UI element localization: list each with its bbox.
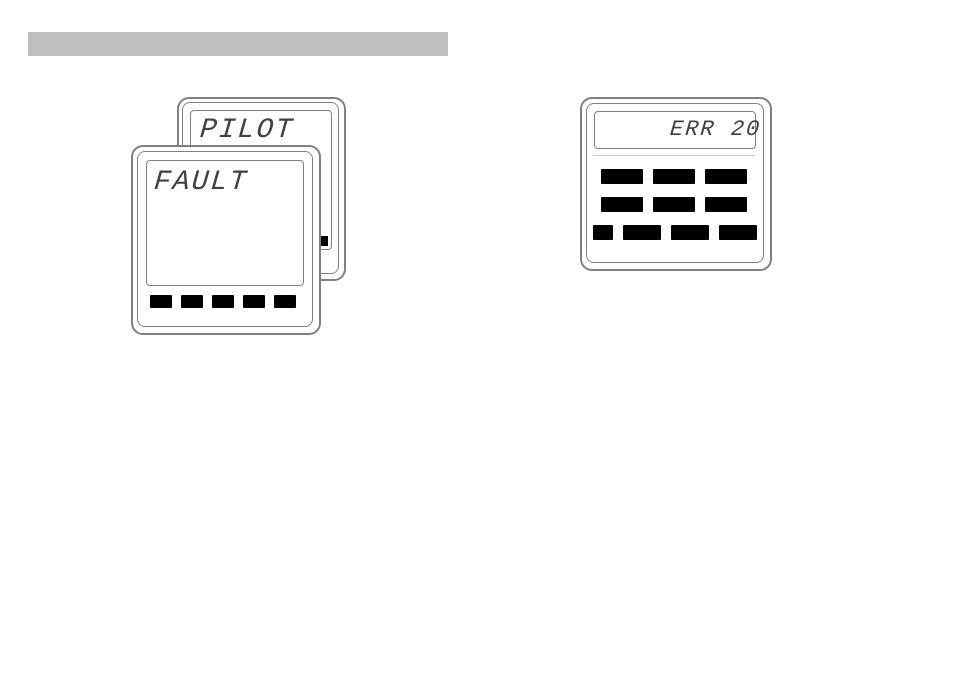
device-fault-button [274,295,296,308]
device-fault-button [212,295,234,308]
device-error-divider [593,155,755,156]
device-error-keypad-button [593,225,613,240]
device-fault-button [181,295,203,308]
device-fault-button [150,295,172,308]
device-pilot-text: PILOT [199,115,296,146]
device-error-keypad-button [671,225,709,240]
device-fault-button [243,295,265,308]
device-error-keypad-button [719,225,757,240]
device-error-keypad-row [601,197,747,212]
device-error-keypad-row [593,225,757,240]
device-error-keypad-row [601,169,747,184]
device-error-keypad-button [653,197,695,212]
device-fault-button-row [150,295,296,308]
device-error-keypad-button [623,225,661,240]
device-error-keypad-button [653,169,695,184]
title-bar [28,32,448,56]
device-error-text: ERR 20 [669,117,762,142]
device-fault-text: FAULT [153,167,250,198]
device-error-keypad-button [705,197,747,212]
device-error-keypad-button [601,169,643,184]
device-error-keypad-button [705,169,747,184]
device-error-keypad-button [601,197,643,212]
